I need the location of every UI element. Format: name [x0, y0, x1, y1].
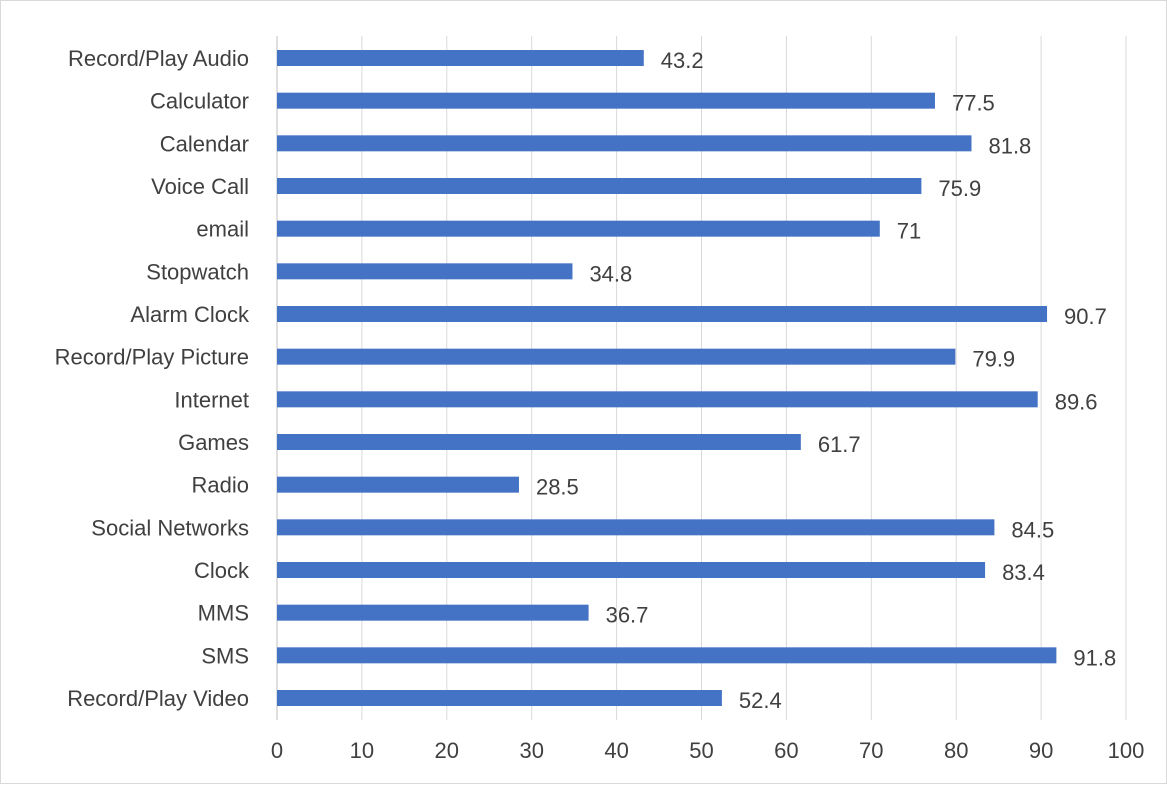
category-label: SMS	[201, 643, 249, 668]
x-tick-labels: 0 10 20 30 40 50 60 70 80 90 100	[271, 738, 1144, 763]
bar	[277, 476, 519, 493]
category-label: Voice Call	[151, 174, 249, 199]
data-label: 71	[897, 219, 921, 244]
bar	[277, 92, 935, 109]
bar	[277, 306, 1048, 322]
category-label: Clock	[194, 558, 250, 583]
category-label: email	[196, 217, 249, 242]
category-label: Radio	[192, 473, 249, 498]
category-label: Stopwatch	[146, 259, 249, 284]
x-tick-label: 60	[774, 738, 798, 763]
data-label: 43.2	[661, 48, 704, 73]
data-label: 75.9	[938, 176, 981, 201]
x-tick-label: 0	[271, 738, 283, 763]
bar	[277, 690, 722, 706]
category-label: Record/Play Video	[67, 686, 249, 711]
bar	[277, 647, 1057, 664]
category-labels: Record/Play Audio Calculator Calendar Voice…	[55, 46, 250, 711]
data-label: 84.5	[1011, 517, 1054, 542]
data-label: 83.4	[1002, 560, 1045, 585]
bar	[277, 434, 801, 450]
data-label: 34.8	[589, 261, 632, 286]
bar	[277, 50, 644, 66]
data-label: 89.6	[1055, 389, 1098, 414]
x-tick-label: 10	[350, 738, 374, 763]
bar	[277, 519, 995, 536]
x-tick-label: 80	[944, 738, 968, 763]
category-label: Social Networks	[91, 515, 249, 540]
data-label: 52.4	[739, 688, 782, 713]
data-label: 28.5	[536, 475, 579, 500]
bar	[277, 604, 589, 621]
x-tick-label: 40	[604, 738, 628, 763]
bar	[277, 220, 880, 237]
category-label: Calendar	[160, 131, 249, 156]
data-label: 36.7	[606, 603, 649, 628]
category-label: Record/Play Audio	[68, 46, 249, 71]
bars	[277, 50, 1057, 706]
category-label: Alarm Clock	[130, 302, 250, 327]
bar	[277, 348, 956, 365]
bar	[277, 135, 972, 152]
bar	[277, 178, 922, 194]
data-label: 77.5	[952, 91, 995, 116]
x-tick-label: 20	[435, 738, 459, 763]
data-labels: 43.2 77.5 81.8 75.9 71 34.8 90.7 79.9 89.6 61.7 28…	[536, 48, 1116, 713]
x-tick-label: 30	[519, 738, 543, 763]
category-label: MMS	[198, 601, 249, 626]
bar	[277, 263, 573, 280]
data-label: 79.9	[972, 347, 1015, 372]
data-label: 81.8	[988, 133, 1031, 158]
data-label: 61.7	[818, 432, 861, 457]
x-tick-label: 90	[1029, 738, 1053, 763]
x-tick-label: 50	[689, 738, 713, 763]
category-label: Internet	[174, 387, 249, 412]
x-tick-label: 100	[1108, 738, 1145, 763]
category-label: Calculator	[150, 89, 249, 114]
data-label: 91.8	[1073, 645, 1116, 670]
category-label: Games	[178, 430, 249, 455]
data-label: 90.7	[1064, 304, 1107, 329]
category-label: Record/Play Picture	[55, 345, 249, 370]
x-tick-label: 70	[859, 738, 883, 763]
bar	[277, 562, 986, 578]
bar	[277, 391, 1038, 408]
